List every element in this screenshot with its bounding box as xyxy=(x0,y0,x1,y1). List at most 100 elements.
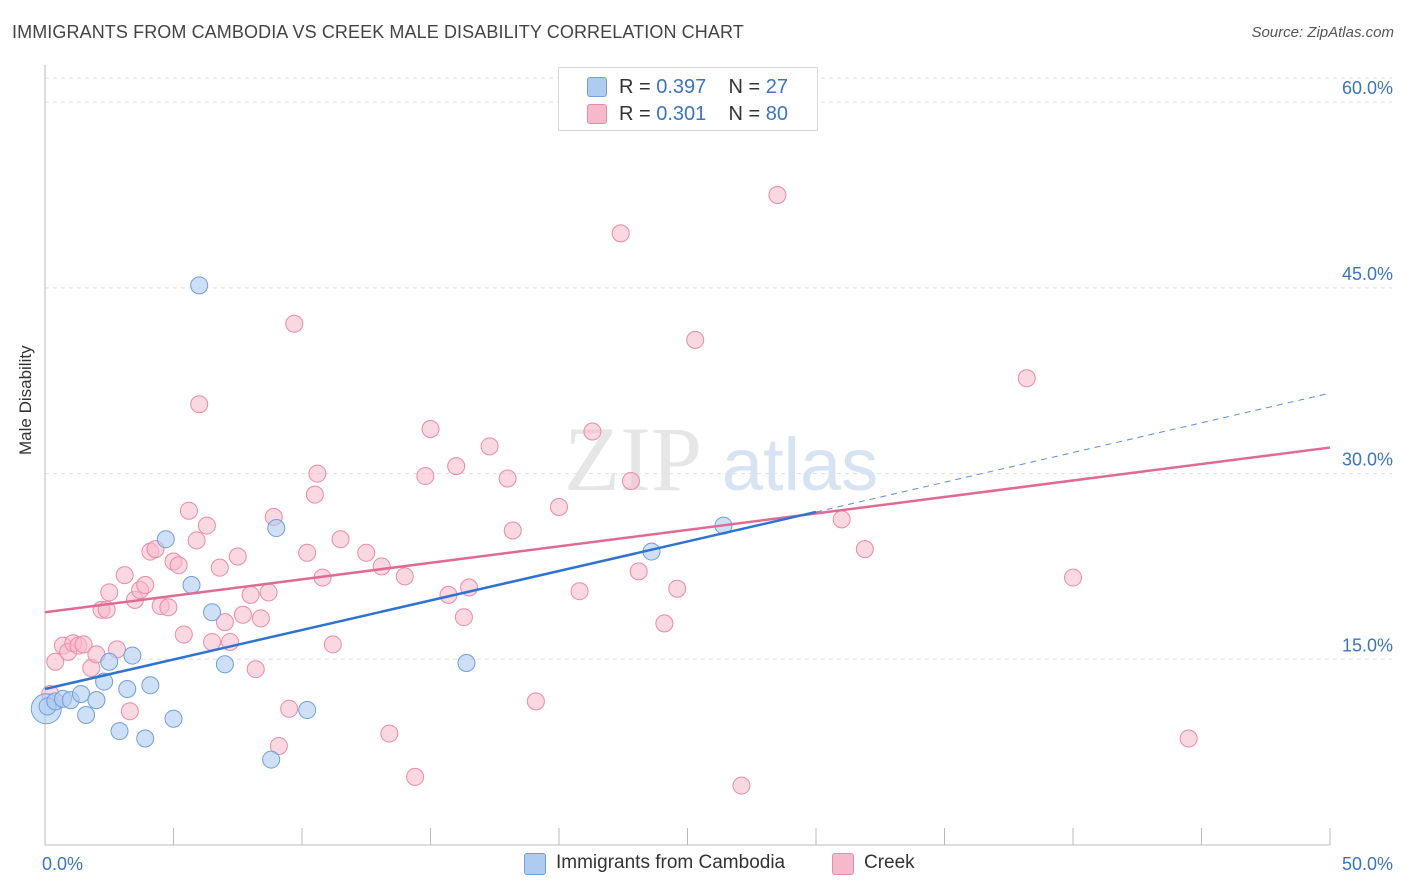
creek-point xyxy=(406,767,425,786)
cambodia-point xyxy=(182,576,201,594)
creek-point xyxy=(197,516,216,535)
creek-legend-swatch xyxy=(832,853,854,875)
creek-point xyxy=(323,635,342,654)
creek-point xyxy=(308,464,327,483)
creek-point xyxy=(159,598,178,617)
cambodia-point xyxy=(123,646,142,665)
creek-point xyxy=(480,437,499,456)
creek-point xyxy=(46,652,65,671)
y-axis-label: Male Disability xyxy=(16,345,35,455)
cambodia-point xyxy=(118,680,137,698)
cambodia-point xyxy=(100,652,119,671)
creek-point xyxy=(228,547,247,566)
cambodia-swatch xyxy=(587,77,607,97)
creek-point xyxy=(855,540,874,559)
creek-point xyxy=(233,605,252,624)
n-label: N = xyxy=(728,103,766,125)
creek-point xyxy=(100,583,119,602)
cambodia-trend-line xyxy=(44,510,817,691)
creek-point xyxy=(526,692,545,711)
creek-point xyxy=(210,558,229,577)
cambodia-point xyxy=(298,701,317,720)
r-value: 0.397 xyxy=(656,76,707,98)
cambodia-point xyxy=(164,709,183,728)
stats-legend: R = 0.397 N = 27 R = 0.301 N = 80 xyxy=(558,67,818,131)
creek-point xyxy=(285,314,304,333)
watermark: ZIP atlas xyxy=(564,408,878,510)
creek-point xyxy=(447,457,466,476)
watermark-atlas: atlas xyxy=(722,423,878,506)
r-label: R = xyxy=(619,76,657,98)
creek-point xyxy=(280,699,299,718)
creek-point xyxy=(629,562,648,581)
creek-point xyxy=(570,582,589,601)
creek-point xyxy=(179,501,198,520)
cambodia-point xyxy=(141,676,160,695)
creek-point xyxy=(241,585,260,604)
creek-point xyxy=(269,736,288,755)
creek-point xyxy=(331,530,350,549)
creek-trend-line xyxy=(44,446,1331,614)
cambodia-point xyxy=(77,706,96,724)
creek-point xyxy=(251,609,270,628)
creek-point xyxy=(305,485,324,504)
creek-point xyxy=(611,224,630,243)
series-legend: Immigrants from Cambodia Creek xyxy=(0,852,1406,876)
creek-point xyxy=(1017,369,1036,388)
creek-point xyxy=(298,543,317,562)
creek-point xyxy=(583,422,602,441)
cambodia-point xyxy=(190,276,209,295)
creek-point xyxy=(259,583,278,602)
creek-point xyxy=(169,556,188,575)
n-value: 27 xyxy=(765,76,789,98)
r-value: 0.301 xyxy=(656,103,707,125)
x-tick-label: 0.0% xyxy=(42,854,83,874)
creek-point xyxy=(395,567,414,586)
x-tick-label: 50.0% xyxy=(1342,854,1393,874)
source-label: Source: ZipAtlas.com xyxy=(1251,24,1394,41)
cambodia-point xyxy=(457,654,476,672)
creek-point xyxy=(421,420,440,438)
creek-point xyxy=(187,531,206,550)
creek-point xyxy=(503,521,522,540)
creek-point xyxy=(550,498,568,516)
creek-point xyxy=(621,472,640,490)
n-label: N = xyxy=(728,76,766,98)
creek-point xyxy=(120,702,139,721)
creek-point xyxy=(203,632,222,651)
cambodia-point xyxy=(203,603,222,622)
cambodia-point xyxy=(215,655,234,674)
creek-point xyxy=(174,625,193,644)
cambodia-point xyxy=(262,750,281,769)
creek-point xyxy=(136,576,155,594)
creek-point xyxy=(1064,568,1082,587)
chart-title: IMMIGRANTS FROM CAMBODIA VS CREEK MALE D… xyxy=(12,22,744,42)
tick-labels: 15.0% 30.0% 45.0% 60.0% 0.0% 50.0% xyxy=(42,78,1393,874)
creek-point xyxy=(686,330,705,349)
creek-point xyxy=(498,469,517,488)
y-tick-label: 45.0% xyxy=(1342,264,1393,284)
cambodia-point xyxy=(87,691,106,710)
watermark-zip: ZIP xyxy=(564,408,702,510)
creek-point xyxy=(768,186,787,204)
trend-lines xyxy=(44,392,1331,691)
cambodia-legend-swatch xyxy=(524,853,546,875)
y-tick-label: 60.0% xyxy=(1342,78,1393,98)
creek-point xyxy=(357,543,376,562)
creek-point xyxy=(832,510,851,529)
creek-point xyxy=(74,635,93,654)
creek-point xyxy=(372,557,391,576)
n-value: 80 xyxy=(765,103,789,125)
cambodia-point xyxy=(71,684,90,703)
cambodia-point xyxy=(156,530,175,549)
r-label: R = xyxy=(619,103,657,125)
creek-point xyxy=(190,395,209,414)
creek-point xyxy=(246,660,265,679)
cambodia-point xyxy=(110,722,129,741)
creek-point xyxy=(732,776,751,795)
y-tick-label: 30.0% xyxy=(1342,450,1393,470)
creek-point xyxy=(380,724,399,743)
creek-point xyxy=(1179,729,1198,748)
cambodia-trend-extension xyxy=(815,392,1331,513)
